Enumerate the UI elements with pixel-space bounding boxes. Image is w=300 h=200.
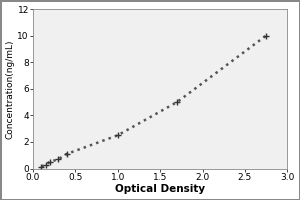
- X-axis label: Optical Density: Optical Density: [115, 184, 205, 194]
- Y-axis label: Concentration(ng/mL): Concentration(ng/mL): [6, 39, 15, 139]
